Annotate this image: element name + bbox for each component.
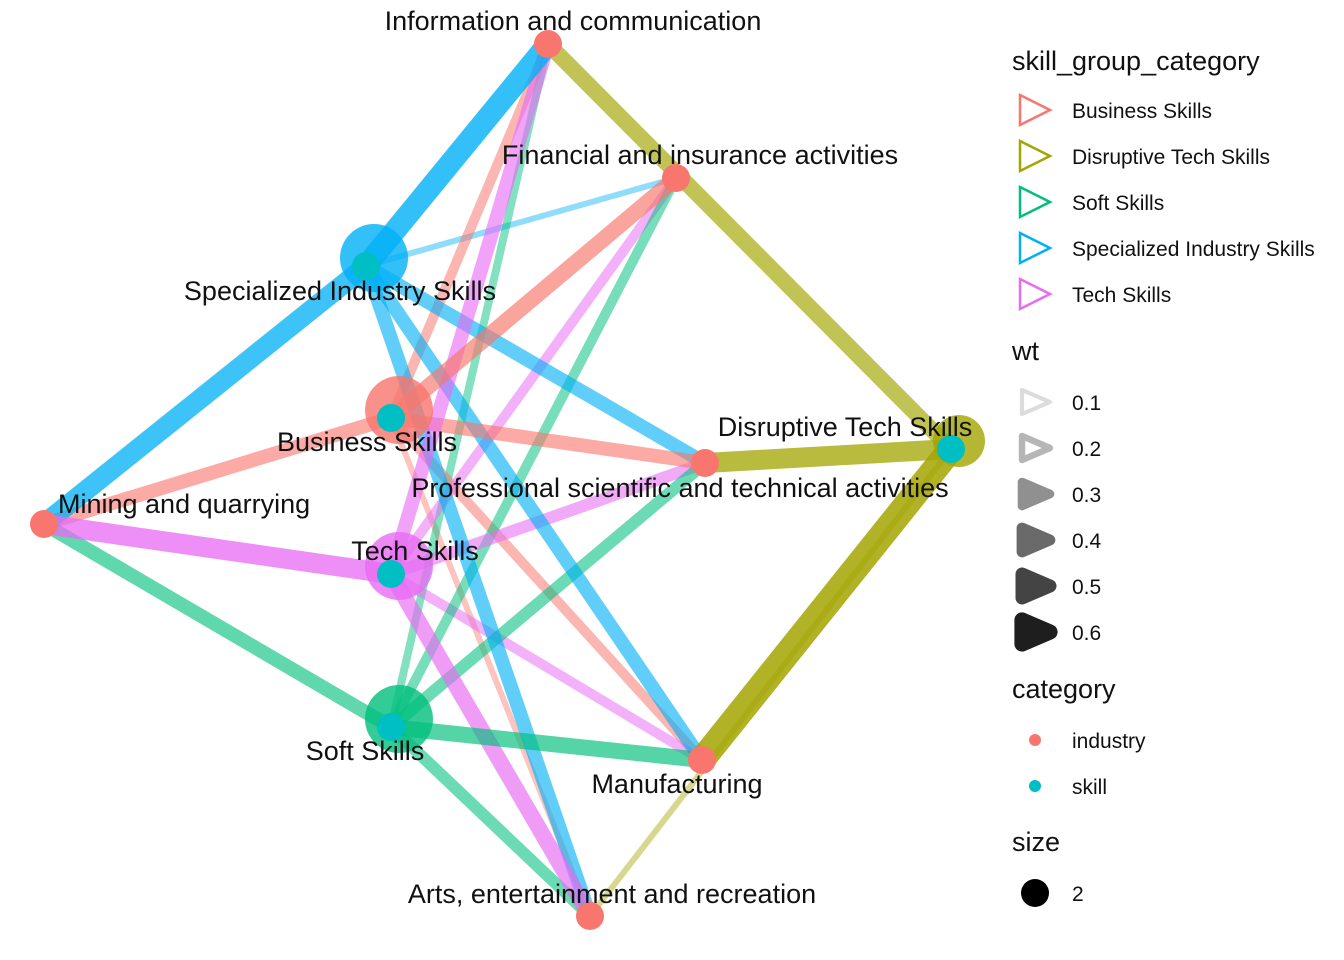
legend-title-size: size [1012, 827, 1060, 857]
edge-spec-arts [359, 263, 597, 919]
legend-wt-swatch-2 [1017, 477, 1055, 511]
legend-label-wt-1: 0.2 [1072, 438, 1101, 461]
node-label-mining: Mining and quarrying [58, 489, 310, 519]
legend-label-wt-5: 0.6 [1072, 622, 1101, 645]
legend-swatch-0 [1018, 92, 1053, 128]
edge-soft-prof [387, 458, 709, 732]
legend-category-dot-industry [1029, 734, 1041, 746]
legend-wt-swatch-3 [1016, 522, 1056, 558]
node-label-info: Information and communication [385, 6, 762, 36]
legend-swatch-1 [1018, 138, 1053, 174]
legend-size-dot [1021, 879, 1049, 907]
legend-label-group-0: Business Skills [1072, 100, 1212, 123]
edge-bus-prof [390, 411, 706, 470]
edge-spec-mining [37, 258, 373, 532]
legend-label-category-1: skill [1072, 776, 1107, 799]
edge-disr-manuf [691, 440, 962, 769]
edge-disr-info [542, 38, 957, 455]
node-label-arts: Arts, entertainment and recreation [408, 879, 816, 909]
node-spec[interactable] [352, 252, 380, 280]
edge-spec-prof [362, 259, 709, 470]
legend-label-group-3: Specialized Industry Skills [1072, 238, 1315, 261]
legend-label-wt-4: 0.5 [1072, 576, 1101, 599]
edge-soft-arts [386, 722, 595, 921]
node-arts[interactable] [576, 902, 604, 930]
edge-tech-prof [389, 457, 707, 580]
edge-bus-info [386, 42, 553, 420]
node-info[interactable] [534, 30, 562, 58]
node-tech[interactable] [377, 560, 405, 588]
node-label-fin: Financial and insurance activities [502, 140, 898, 170]
edge-disr-prof [704, 439, 952, 473]
edge-spec-manuf [360, 262, 708, 764]
legend-category-dot-skill [1029, 780, 1041, 792]
node-soft[interactable] [377, 713, 405, 741]
node-fin[interactable] [662, 164, 690, 192]
node-disr[interactable] [937, 435, 965, 463]
node-label-disr: Disruptive Tech Skills [718, 412, 973, 442]
node-label-prof: Professional scientific and technical ac… [411, 473, 948, 503]
edge-bus-fin [385, 171, 682, 425]
legend-label-wt-2: 0.3 [1072, 484, 1101, 507]
legend-label-wt-0: 0.1 [1072, 392, 1101, 415]
legend-label-size-0: 2 [1072, 883, 1084, 906]
edge-soft-fin [386, 175, 681, 730]
node-label-tech: Tech Skills [351, 536, 479, 566]
edges-layer [37, 37, 985, 921]
legend-label-category-0: industry [1072, 730, 1146, 753]
legend-label-group-1: Disruptive Tech Skills [1072, 146, 1270, 169]
edge-soft-manuf [390, 719, 703, 768]
edge-spec-fin [365, 175, 677, 269]
legend-label-group-4: Tech Skills [1072, 284, 1171, 307]
legend-swatch-3 [1018, 230, 1053, 266]
legend-label-group-2: Soft Skills [1072, 192, 1164, 215]
legend-wt-swatch-0 [1019, 387, 1053, 417]
legend-wt-swatch-5 [1014, 612, 1058, 652]
legend-wt-swatch-4 [1015, 567, 1057, 605]
edge-spec-info [357, 37, 557, 273]
node-manuf[interactable] [688, 746, 716, 774]
legend-label-wt-3: 0.4 [1072, 530, 1102, 553]
node-label-bus: Business Skills [277, 427, 457, 457]
edge-bus-mining [41, 411, 394, 531]
nodes-layer [30, 30, 965, 930]
node-mining[interactable] [30, 510, 58, 538]
legend-swatch-4 [1018, 276, 1053, 312]
node-label-spec: Specialized Industry Skills [184, 276, 496, 306]
legend-title-wt: wt [1011, 336, 1039, 366]
edge-tech-mining [42, 514, 393, 584]
edge-tech-manuf [388, 569, 705, 765]
edge-soft-mining [40, 517, 395, 734]
node-bus[interactable] [377, 404, 405, 432]
node-prof[interactable] [691, 449, 719, 477]
edge-tech-info [384, 42, 555, 576]
legend-wt-swatch-1 [1018, 432, 1054, 464]
node-label-manuf: Manufacturing [591, 769, 762, 799]
legend: skill_group_category Business Skills Disr… [1011, 46, 1315, 907]
labels-layer: Information and communication Financial a… [58, 6, 972, 909]
legend-title-skill-group: skill_group_category [1012, 46, 1260, 76]
node-label-soft: Soft Skills [306, 736, 425, 766]
legend-title-category: category [1012, 674, 1116, 704]
legend-swatch-2 [1018, 184, 1053, 220]
edge-tech-fin [386, 175, 681, 577]
